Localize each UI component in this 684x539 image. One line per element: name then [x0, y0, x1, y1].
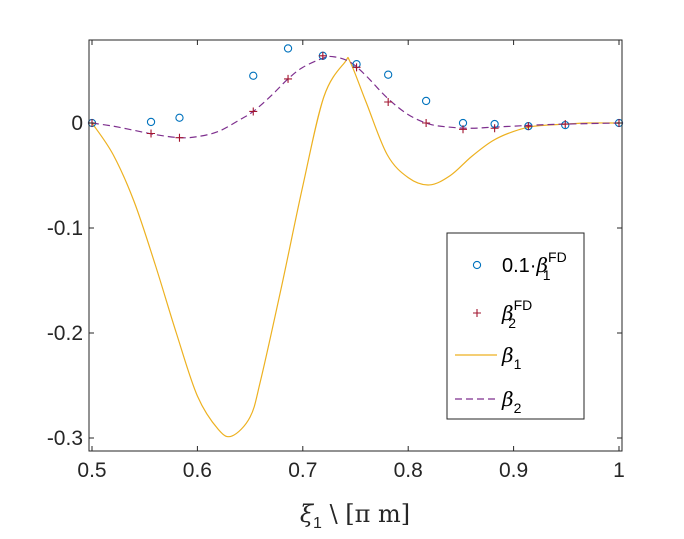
- series-line-beta1: [91, 56, 620, 438]
- data-point-beta1-fd: [249, 71, 258, 80]
- data-point-beta1-fd: [384, 70, 393, 79]
- legend-label-sup: FD: [514, 297, 533, 313]
- legend-marker-circle: [472, 260, 482, 270]
- legend-label: 0.1·βFD 1: [502, 249, 567, 283]
- legend-label-symbol: β: [501, 343, 514, 367]
- legend-label: β1: [501, 343, 522, 372]
- ticks-layer: 0.5 0.6 0.7 0.8 0.9 1 -0.3 -0.2 -0.1 0: [47, 40, 625, 482]
- data-point-beta2-fd: [249, 107, 258, 116]
- legend-label-symbol: β: [501, 301, 514, 325]
- legend-label: β2: [501, 387, 522, 416]
- data-point-beta1-fd: [421, 96, 431, 106]
- x-tick-label: 0.8: [394, 459, 423, 482]
- legend-label-sub: 1: [514, 356, 522, 372]
- y-tick-label: -0.3: [47, 427, 83, 450]
- x-tick-label: 0.9: [499, 459, 528, 482]
- x-tick-label: 0.7: [288, 459, 317, 482]
- data-point-beta1-fd: [175, 113, 184, 122]
- legend-label-sub: 1: [543, 267, 551, 283]
- data-point-beta2-fd: [352, 63, 361, 72]
- legend-label: βFD 2: [501, 297, 532, 331]
- legend-label-sup: FD: [548, 249, 567, 265]
- data-point-beta2-fd: [384, 98, 393, 106]
- legend-entry-3: β1: [455, 343, 522, 372]
- data-point-beta1-fd: [283, 44, 293, 53]
- legend-label-prefix: 0.1·: [502, 255, 536, 277]
- legend-label-symbol: β: [501, 387, 514, 411]
- data-point-beta2-fd: [524, 122, 533, 131]
- legend-entry-4: β2: [455, 387, 522, 416]
- x-axis-label-unit: \ [π m]: [322, 500, 410, 528]
- x-tick-label: 0.6: [183, 459, 212, 482]
- data-point-beta1-fd: [146, 117, 156, 127]
- data-point-beta2-fd: [561, 120, 570, 129]
- series-layer: [87, 44, 624, 438]
- legend-entry-1: 0.1·βFD 1: [472, 249, 567, 283]
- legend-label-sub: 2: [514, 400, 522, 416]
- data-point-beta2-fd: [284, 74, 293, 83]
- y-tick-label: -0.2: [47, 322, 83, 345]
- x-axis-label: ξ1 \ [π m]: [300, 500, 410, 532]
- x-tick-label: 0.5: [77, 459, 106, 482]
- data-point-beta2-fd: [318, 51, 327, 60]
- y-tick-label: 0: [71, 112, 83, 135]
- axes-box: [88, 39, 623, 452]
- data-point-beta2-fd: [147, 129, 156, 138]
- legend-box: [446, 232, 585, 420]
- legend-label-sub: 2: [508, 315, 516, 331]
- data-point-beta2-fd: [490, 124, 499, 133]
- data-point-beta2-fd: [175, 133, 184, 142]
- legend-label-symbol: β: [535, 253, 548, 277]
- y-tick-label: -0.1: [47, 217, 83, 240]
- legend-marker-plus: [473, 309, 481, 317]
- data-point-beta2-fd: [422, 119, 431, 127]
- x-tick-label: 1: [613, 459, 625, 482]
- x-axis-label-sub: 1: [313, 515, 322, 532]
- legend-entry-2: βFD 2: [473, 297, 532, 331]
- data-point-beta2-fd: [459, 125, 468, 134]
